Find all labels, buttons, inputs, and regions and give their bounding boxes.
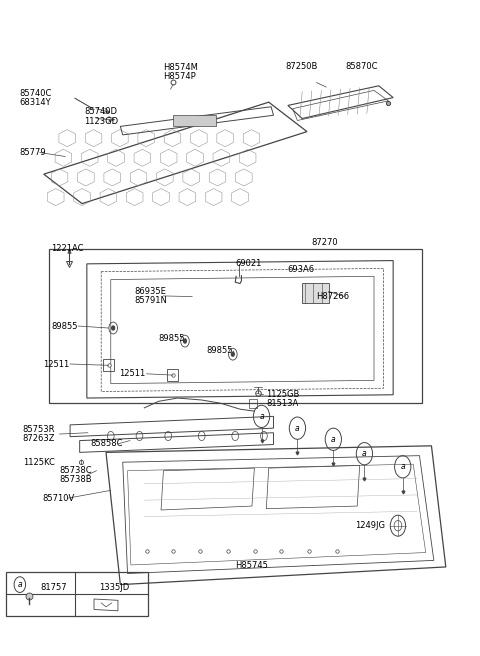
Text: a: a xyxy=(18,580,22,589)
Text: 1123GD: 1123GD xyxy=(84,117,119,126)
Text: a: a xyxy=(295,424,300,433)
Text: 85710V: 85710V xyxy=(43,494,75,502)
Text: 68314Y: 68314Y xyxy=(19,98,50,108)
Text: 81513A: 81513A xyxy=(266,400,299,409)
Text: 69021: 69021 xyxy=(235,259,262,268)
Text: 87250B: 87250B xyxy=(286,62,318,71)
Text: 85870C: 85870C xyxy=(345,62,378,71)
Bar xyxy=(249,400,257,408)
Text: 89855: 89855 xyxy=(51,321,77,331)
Text: a: a xyxy=(259,412,264,421)
Text: 85791N: 85791N xyxy=(135,296,168,305)
Text: 85753R: 85753R xyxy=(23,425,55,434)
Text: 85779: 85779 xyxy=(19,148,46,157)
Text: 87263Z: 87263Z xyxy=(23,434,55,443)
Text: 12511: 12511 xyxy=(120,369,145,379)
Text: 85738B: 85738B xyxy=(60,476,92,484)
Text: 85740C: 85740C xyxy=(19,89,51,98)
Circle shape xyxy=(231,352,234,356)
Text: 12511: 12511 xyxy=(43,359,69,369)
Text: 1249JG: 1249JG xyxy=(355,522,385,530)
Text: 1221AC: 1221AC xyxy=(51,243,84,253)
Text: 85738C: 85738C xyxy=(60,466,92,475)
Text: 693A6: 693A6 xyxy=(288,264,315,274)
Text: 85740D: 85740D xyxy=(84,108,118,117)
Text: 1335JD: 1335JD xyxy=(99,583,129,592)
Text: 86935E: 86935E xyxy=(135,287,167,296)
Text: 89855: 89855 xyxy=(158,334,185,343)
Text: a: a xyxy=(362,449,367,458)
Bar xyxy=(6,571,148,616)
Circle shape xyxy=(183,339,186,343)
Circle shape xyxy=(112,326,115,330)
Text: a: a xyxy=(331,435,336,443)
Text: 81757: 81757 xyxy=(40,583,67,592)
Text: a: a xyxy=(400,462,405,471)
Text: H87266: H87266 xyxy=(317,292,350,301)
Text: H8574P: H8574P xyxy=(163,72,196,81)
Text: H8574M: H8574M xyxy=(163,63,198,72)
Text: 89855: 89855 xyxy=(206,346,233,356)
Text: 1125KC: 1125KC xyxy=(23,458,55,466)
Bar xyxy=(173,115,216,127)
Bar xyxy=(48,249,422,403)
Text: 85858C: 85858C xyxy=(91,440,123,448)
Bar xyxy=(302,283,328,303)
Text: 1125GB: 1125GB xyxy=(266,390,300,400)
Text: 87270: 87270 xyxy=(312,238,338,247)
Text: H85745: H85745 xyxy=(235,561,268,570)
